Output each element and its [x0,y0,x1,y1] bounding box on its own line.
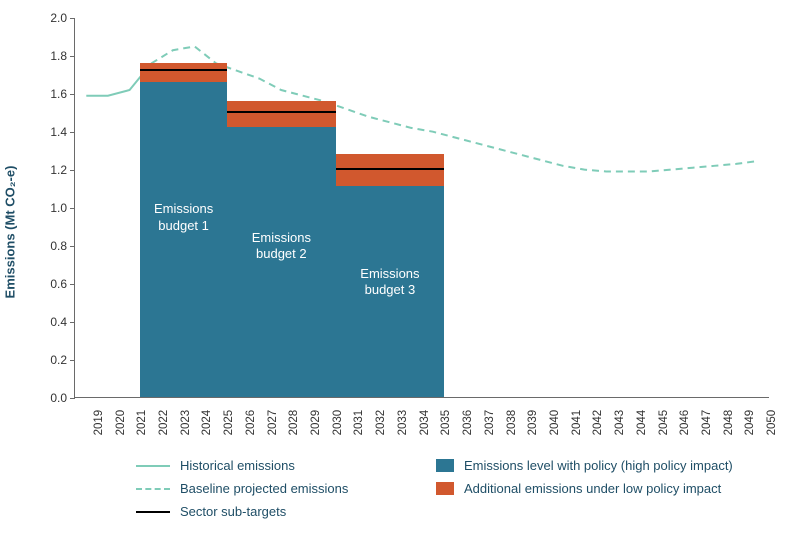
xtick-label: 2025 [223,410,235,436]
xtick-label: 2038 [505,410,517,436]
ytick-label: 1.2 [35,163,67,177]
high-policy-segment [140,82,227,397]
xtick-label: 2036 [462,410,474,436]
legend-label: Additional emissions under low policy im… [464,481,721,496]
xtick-label: 2042 [592,410,604,436]
xtick-label: 2043 [614,410,626,436]
xtick-label: 2027 [266,410,278,436]
xtick-label: 2048 [723,410,735,436]
xtick-label: 2040 [549,410,561,436]
xtick-label: 2028 [288,410,300,436]
sub-target-line-icon [136,511,170,513]
budget-label: Emissionsbudget 3 [336,266,445,299]
legend-historical: Historical emissions [136,458,426,473]
xtick-label: 2049 [744,410,756,436]
xtick-label: 2046 [679,410,691,436]
legend: Historical emissions Emissions level wit… [136,458,779,519]
ytick-label: 0.6 [35,277,67,291]
ytick-label: 1.4 [35,125,67,139]
legend-label: Baseline projected emissions [180,481,348,496]
plot-area: 0.00.20.40.60.81.01.21.41.61.82.02019202… [74,18,769,398]
legend-label: Sector sub-targets [180,504,286,519]
budget-bar: Emissionsbudget 2 [227,17,336,397]
ytick-label: 2.0 [35,11,67,25]
ytick-label: 1.8 [35,49,67,63]
xtick-label: 2044 [636,410,648,436]
xtick-label: 2034 [418,410,430,436]
budget-label: Emissionsbudget 2 [227,230,336,263]
sub-target-line [227,111,336,113]
xtick-label: 2045 [657,410,669,436]
xtick-label: 2037 [484,410,496,436]
xtick-label: 2026 [245,410,257,436]
ytick-label: 1.6 [35,87,67,101]
sub-target-line [140,69,227,71]
ytick-label: 0.0 [35,391,67,405]
ytick-label: 0.8 [35,239,67,253]
baseline-line-icon [136,488,170,490]
xtick-label: 2021 [136,410,148,436]
legend-label: Historical emissions [180,458,295,473]
budget-bar: Emissionsbudget 1 [140,17,227,397]
xtick-label: 2047 [701,410,713,436]
budget-bar: Emissionsbudget 3 [336,17,445,397]
legend-baseline: Baseline projected emissions [136,481,426,496]
ytick-label: 0.4 [35,315,67,329]
xtick-label: 2032 [375,410,387,436]
xtick-label: 2029 [310,410,322,436]
ytick-label: 1.0 [35,201,67,215]
low-policy-segment [140,63,227,82]
xtick-label: 2023 [180,410,192,436]
xtick-label: 2030 [332,410,344,436]
xtick-label: 2022 [158,410,170,436]
xtick-label: 2020 [114,410,126,436]
historical-line-icon [136,465,170,467]
sub-target-line [336,168,445,170]
legend-label: Emissions level with policy (high policy… [464,458,733,473]
ytick-label: 0.2 [35,353,67,367]
low-policy-segment [227,101,336,128]
legend-low-policy: Additional emissions under low policy im… [436,481,795,496]
budget-label: Emissionsbudget 1 [140,201,227,234]
legend-high-policy: Emissions level with policy (high policy… [436,458,795,473]
legend-sub-target: Sector sub-targets [136,504,426,519]
xtick-label: 2035 [440,410,452,436]
low-policy-swatch-icon [436,482,454,495]
xtick-label: 2041 [570,410,582,436]
xtick-label: 2050 [766,410,778,436]
emissions-chart: Emissions (Mt CO₂-e) 0.00.20.40.60.81.01… [16,12,779,452]
xtick-label: 2039 [527,410,539,436]
y-axis-title: Emissions (Mt CO₂-e) [3,166,18,299]
xtick-label: 2031 [353,410,365,436]
xtick-label: 2024 [201,410,213,436]
xtick-label: 2033 [397,410,409,436]
high-policy-swatch-icon [436,459,454,472]
xtick-label: 2019 [93,410,105,436]
